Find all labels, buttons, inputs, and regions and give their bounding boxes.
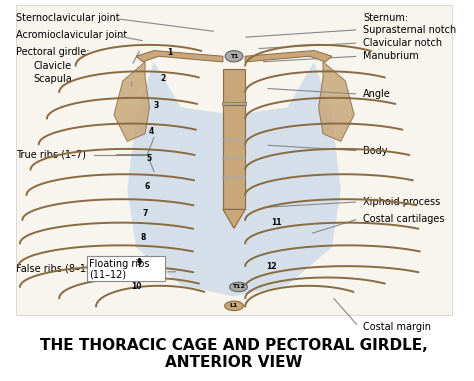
Text: Sternoclavicular joint: Sternoclavicular joint	[16, 13, 119, 23]
Text: 5: 5	[147, 154, 152, 163]
Text: Angle: Angle	[363, 89, 391, 99]
Text: (11–12): (11–12)	[90, 269, 127, 280]
Polygon shape	[245, 51, 332, 62]
Text: 4: 4	[149, 127, 155, 136]
Polygon shape	[136, 51, 223, 62]
Polygon shape	[223, 210, 245, 228]
Text: Clavicle: Clavicle	[34, 61, 72, 71]
Ellipse shape	[225, 301, 243, 311]
Bar	[16, 5, 452, 315]
Bar	[222, 102, 246, 106]
Polygon shape	[114, 62, 149, 141]
Text: THE THORACIC CAGE AND PECTORAL GIRDLE,: THE THORACIC CAGE AND PECTORAL GIRDLE,	[40, 338, 428, 353]
Bar	[222, 176, 246, 179]
Ellipse shape	[225, 51, 243, 62]
Text: False ribs (8–12): False ribs (8–12)	[16, 263, 96, 273]
Text: 9: 9	[137, 258, 142, 267]
Text: 11: 11	[271, 218, 282, 227]
Text: L1: L1	[230, 303, 238, 308]
Ellipse shape	[229, 282, 247, 292]
Text: Acromioclavicular joint: Acromioclavicular joint	[16, 30, 128, 40]
Text: 10: 10	[131, 282, 141, 291]
Bar	[87, 256, 165, 280]
Text: Clavicular notch: Clavicular notch	[363, 38, 442, 48]
Text: Xiphoid process: Xiphoid process	[363, 197, 440, 207]
Text: 6: 6	[145, 182, 150, 191]
Bar	[222, 138, 246, 141]
Text: 2: 2	[160, 74, 165, 83]
Polygon shape	[127, 62, 341, 296]
Text: Costal margin: Costal margin	[363, 322, 431, 331]
Text: Costal cartilages: Costal cartilages	[363, 214, 445, 224]
Polygon shape	[319, 62, 354, 141]
Text: Floating ribs: Floating ribs	[90, 259, 150, 269]
Text: Body: Body	[363, 146, 388, 156]
Text: Scapula: Scapula	[34, 74, 73, 84]
Text: 7: 7	[142, 209, 148, 218]
Text: 12: 12	[266, 262, 277, 271]
Text: Suprasternal notch: Suprasternal notch	[363, 25, 456, 35]
Text: ANTERIOR VIEW: ANTERIOR VIEW	[165, 355, 303, 370]
Text: 3: 3	[154, 101, 159, 110]
Text: T1: T1	[230, 54, 238, 59]
Bar	[223, 69, 245, 104]
Text: T12: T12	[232, 285, 245, 290]
Text: Pectoral girdle:: Pectoral girdle:	[16, 48, 90, 58]
Bar	[223, 106, 245, 210]
Text: True ribs (1–7): True ribs (1–7)	[16, 150, 86, 160]
Text: Manubrium: Manubrium	[363, 51, 419, 61]
Text: 1: 1	[167, 48, 172, 57]
Bar	[222, 157, 246, 160]
Text: Sternum:: Sternum:	[363, 13, 408, 23]
Text: 8: 8	[140, 233, 146, 242]
